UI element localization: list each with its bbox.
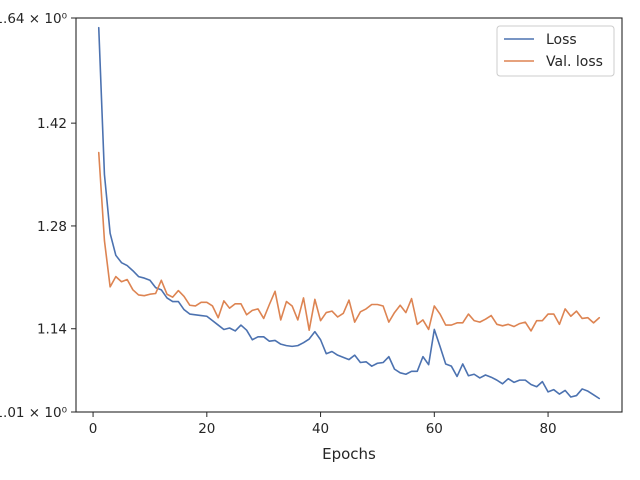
series-line-val-loss — [97, 151, 601, 332]
x-tick-label: 40 — [312, 421, 329, 437]
legend-label-loss: Loss — [546, 32, 577, 48]
x-tick-label: 20 — [198, 421, 215, 437]
y-tick-label: 1.01 × 10⁰ — [0, 405, 67, 421]
y-tick-label: 1.64 × 10⁰ — [0, 11, 67, 27]
y-tick-label: 1.42 — [37, 116, 67, 132]
axes-frame — [75, 17, 623, 413]
x-tick-label: 60 — [426, 421, 443, 437]
legend-label-val-loss: Val. loss — [546, 54, 603, 70]
y-axis: 1.64 × 10⁰ 1.42 1.28 1.14 1.01 × 10⁰ — [0, 11, 76, 421]
x-axis-label: Epochs — [322, 445, 376, 463]
series-line-loss — [97, 26, 601, 400]
x-axis: 0 20 40 60 80 — [89, 412, 557, 437]
y-tick-label: 1.28 — [37, 219, 67, 235]
plot-area — [97, 26, 601, 400]
x-tick-label: 0 — [89, 421, 98, 437]
x-tick-label: 80 — [539, 421, 556, 437]
y-tick-label: 1.14 — [37, 322, 67, 338]
legend: Loss Val. loss — [496, 25, 615, 77]
